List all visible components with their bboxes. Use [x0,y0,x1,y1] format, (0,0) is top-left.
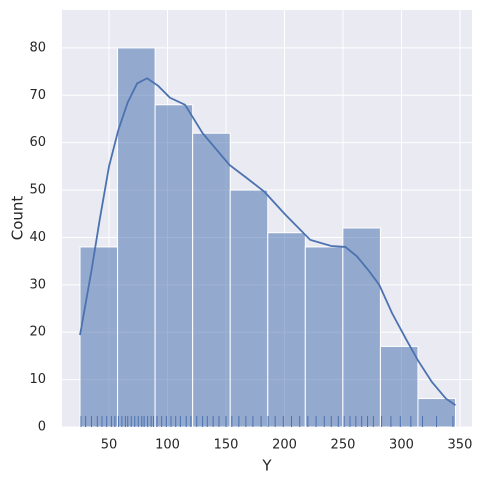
y-tick-label: 10 [29,372,46,387]
x-tick-label: 200 [272,438,297,453]
y-tick-label: 30 [29,277,46,292]
bar [154,104,194,428]
y-tick-label: 50 [29,183,46,198]
x-tick-label: 150 [214,438,239,453]
x-tick-label: 50 [101,438,118,453]
bar [192,132,231,428]
y-tick-label: 0 [38,420,46,435]
y-axis-label: Count [9,196,27,241]
bar [379,345,419,428]
x-tick-label: 100 [155,438,180,453]
bar [304,246,344,428]
bar [342,227,381,428]
bar [79,246,119,428]
y-tick-label: 80 [29,40,46,55]
y-tick-label: 20 [29,325,46,340]
y-tick-label: 40 [29,230,46,245]
y-tick-label: 60 [29,135,46,150]
bar [229,189,269,428]
bar [117,47,156,428]
bar [267,232,306,428]
x-tick-label: 250 [331,438,356,453]
x-tick-label: 300 [389,438,414,453]
x-tick-label: 350 [448,438,473,453]
kde-line [79,77,457,406]
y-tick-label: 70 [29,88,46,103]
x-axis-label: Y [261,457,272,475]
